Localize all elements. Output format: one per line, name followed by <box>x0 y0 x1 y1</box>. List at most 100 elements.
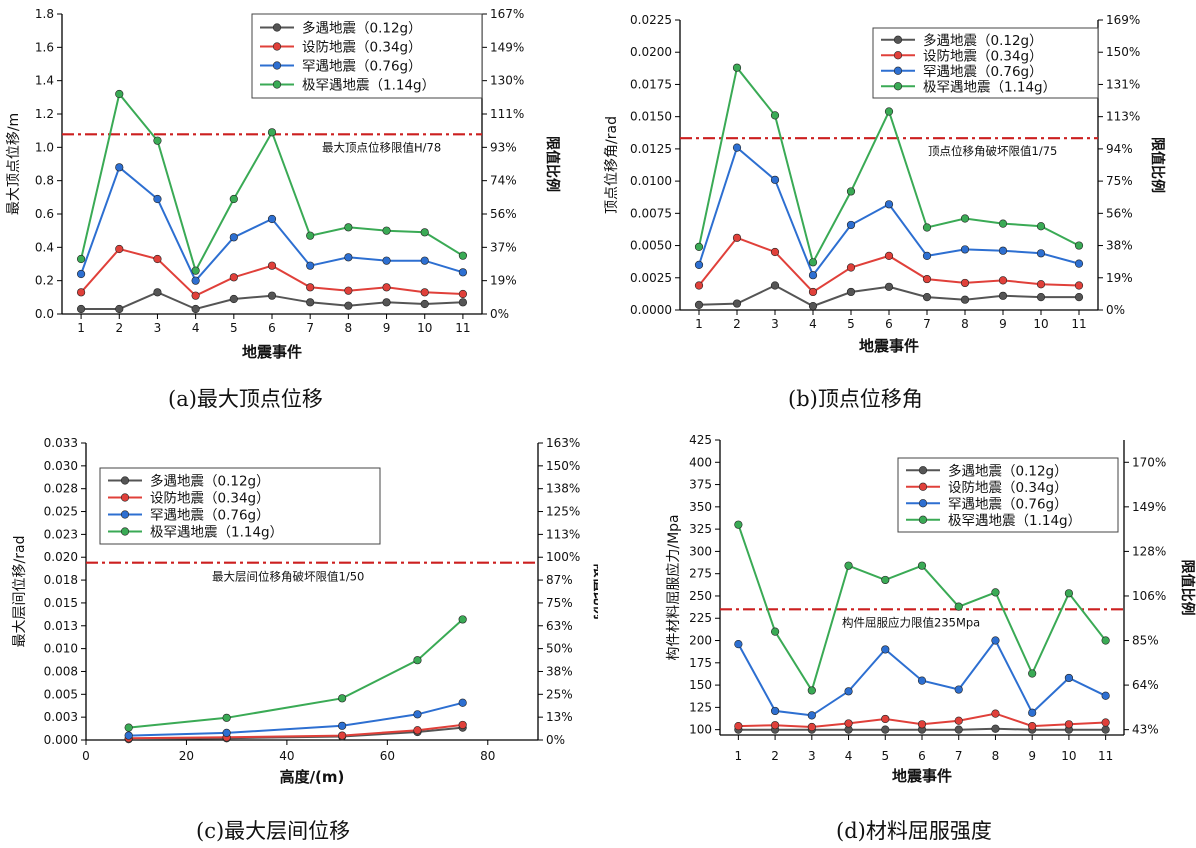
x-tick-label: 11 <box>455 321 470 335</box>
data-point <box>846 263 856 272</box>
x-tick-label: 2 <box>733 317 741 331</box>
data-point <box>770 627 780 636</box>
x-axis-label: 地震事件 <box>242 343 302 361</box>
y-tick-label: 0.003 <box>44 710 78 724</box>
legend-marker <box>120 493 130 502</box>
y2-tick-label: 149% <box>490 40 524 54</box>
y-tick-label: 0.6 <box>35 207 54 221</box>
legend-label: 罕遇地震（0.76g） <box>923 64 1043 80</box>
data-point <box>807 711 816 720</box>
legend-box <box>99 467 381 545</box>
data-point <box>770 247 780 257</box>
x-tick-label: 3 <box>154 321 162 335</box>
legend-label: 多遇地震（0.12g） <box>923 32 1043 49</box>
x-tick-label: 11 <box>1098 749 1113 763</box>
data-point <box>922 293 932 302</box>
data-point <box>191 276 200 285</box>
y2-tick-label: 93% <box>490 140 517 154</box>
y2-tick-label: 94% <box>1106 142 1133 156</box>
data-point <box>844 719 853 728</box>
x-tick-label: 20 <box>179 749 194 763</box>
y2-tick-label: 169% <box>1106 13 1140 27</box>
legend-marker <box>272 61 282 70</box>
x-tick-label: 8 <box>345 321 353 335</box>
y-axis-label: 最大层间位移/rad <box>12 536 28 648</box>
y2-tick-label: 38% <box>546 664 573 678</box>
data-point <box>191 266 200 275</box>
series-line-4 <box>737 524 1107 693</box>
x-axis-label: 地震事件 <box>859 337 919 355</box>
x-tick-label: 5 <box>881 749 889 763</box>
y2-tick-label: 106% <box>1132 589 1166 603</box>
data-point <box>732 143 742 152</box>
data-point <box>338 694 347 703</box>
legend-marker <box>272 23 282 32</box>
data-point <box>998 291 1008 300</box>
y2-tick-label: 56% <box>490 207 517 221</box>
limit-label: 最大顶点位移限值H/78 <box>322 140 441 154</box>
x-tick-label: 2 <box>771 749 779 763</box>
legend-marker <box>272 80 282 89</box>
data-point <box>1036 280 1046 289</box>
data-point <box>458 251 468 260</box>
y-tick-label: 0.0100 <box>630 174 672 188</box>
data-point <box>960 214 970 223</box>
data-point <box>222 728 231 738</box>
data-point <box>734 520 743 529</box>
chart-c-max-interstory-drift: 0.000 0.003 0.005 0.008 0.010 0.013 0.015 0.018… <box>12 436 598 786</box>
legend-marker <box>893 51 903 60</box>
x-tick-label: 8 <box>961 317 969 331</box>
y2-tick-label: 64% <box>1132 678 1159 692</box>
series-line-2 <box>80 247 463 297</box>
data-point <box>344 286 353 295</box>
data-point <box>808 302 818 311</box>
legend-label: 极罕遇地震（1.14g） <box>923 79 1056 95</box>
data-point <box>1101 691 1110 700</box>
data-point <box>229 294 238 304</box>
y2-tick-label: 0% <box>1106 303 1125 317</box>
y-tick-label: 175 <box>689 656 712 670</box>
limit-label: 构件屈服应力限值235Mpa <box>842 615 980 629</box>
data-point <box>694 242 704 251</box>
legend-label: 罕遇地震（0.76g） <box>302 59 422 75</box>
y2-tick-label: 163% <box>546 436 580 450</box>
data-point <box>306 261 315 270</box>
y2-tick-label: 149% <box>1132 500 1166 514</box>
data-point <box>1074 281 1084 290</box>
y2-tick-label: 128% <box>1132 544 1166 558</box>
x-tick-label: 4 <box>192 321 200 335</box>
data-point <box>846 220 856 230</box>
chart-d-material-yield-strength: 1001251501752002252502753003253503754004… <box>665 433 1196 785</box>
y2-tick-label: 0% <box>546 733 565 747</box>
x-tick-label: 5 <box>847 317 855 331</box>
legend-marker <box>893 35 903 44</box>
x-tick-label: 60 <box>380 749 395 763</box>
y-tick-label: 325 <box>689 522 712 536</box>
legend-label: 罕遇地震（0.76g） <box>150 508 270 524</box>
legend-marker <box>893 66 903 75</box>
data-point <box>881 714 890 724</box>
y-tick-label: 400 <box>689 455 712 469</box>
data-point <box>917 676 927 685</box>
data-point <box>1028 708 1037 717</box>
data-point <box>413 726 422 735</box>
data-point <box>881 575 890 585</box>
x-tick-label: 0 <box>82 749 90 763</box>
series-line-4 <box>128 618 464 729</box>
data-point <box>808 258 818 267</box>
y-tick-label: 0.4 <box>35 240 54 254</box>
data-point <box>694 300 704 309</box>
data-point <box>413 710 422 719</box>
data-point <box>76 269 86 279</box>
y-tick-label: 0.000 <box>44 733 78 747</box>
y2-tick-label: 75% <box>1106 174 1133 188</box>
data-point <box>807 722 816 732</box>
x-tick-label: 2 <box>115 321 123 335</box>
data-point <box>960 295 970 304</box>
x-tick-label: 1 <box>77 321 85 335</box>
legend-label: 设防地震（0.34g） <box>923 48 1043 64</box>
data-point <box>732 299 742 308</box>
y-tick-label: 150 <box>689 678 712 692</box>
legend-marker <box>120 510 130 519</box>
